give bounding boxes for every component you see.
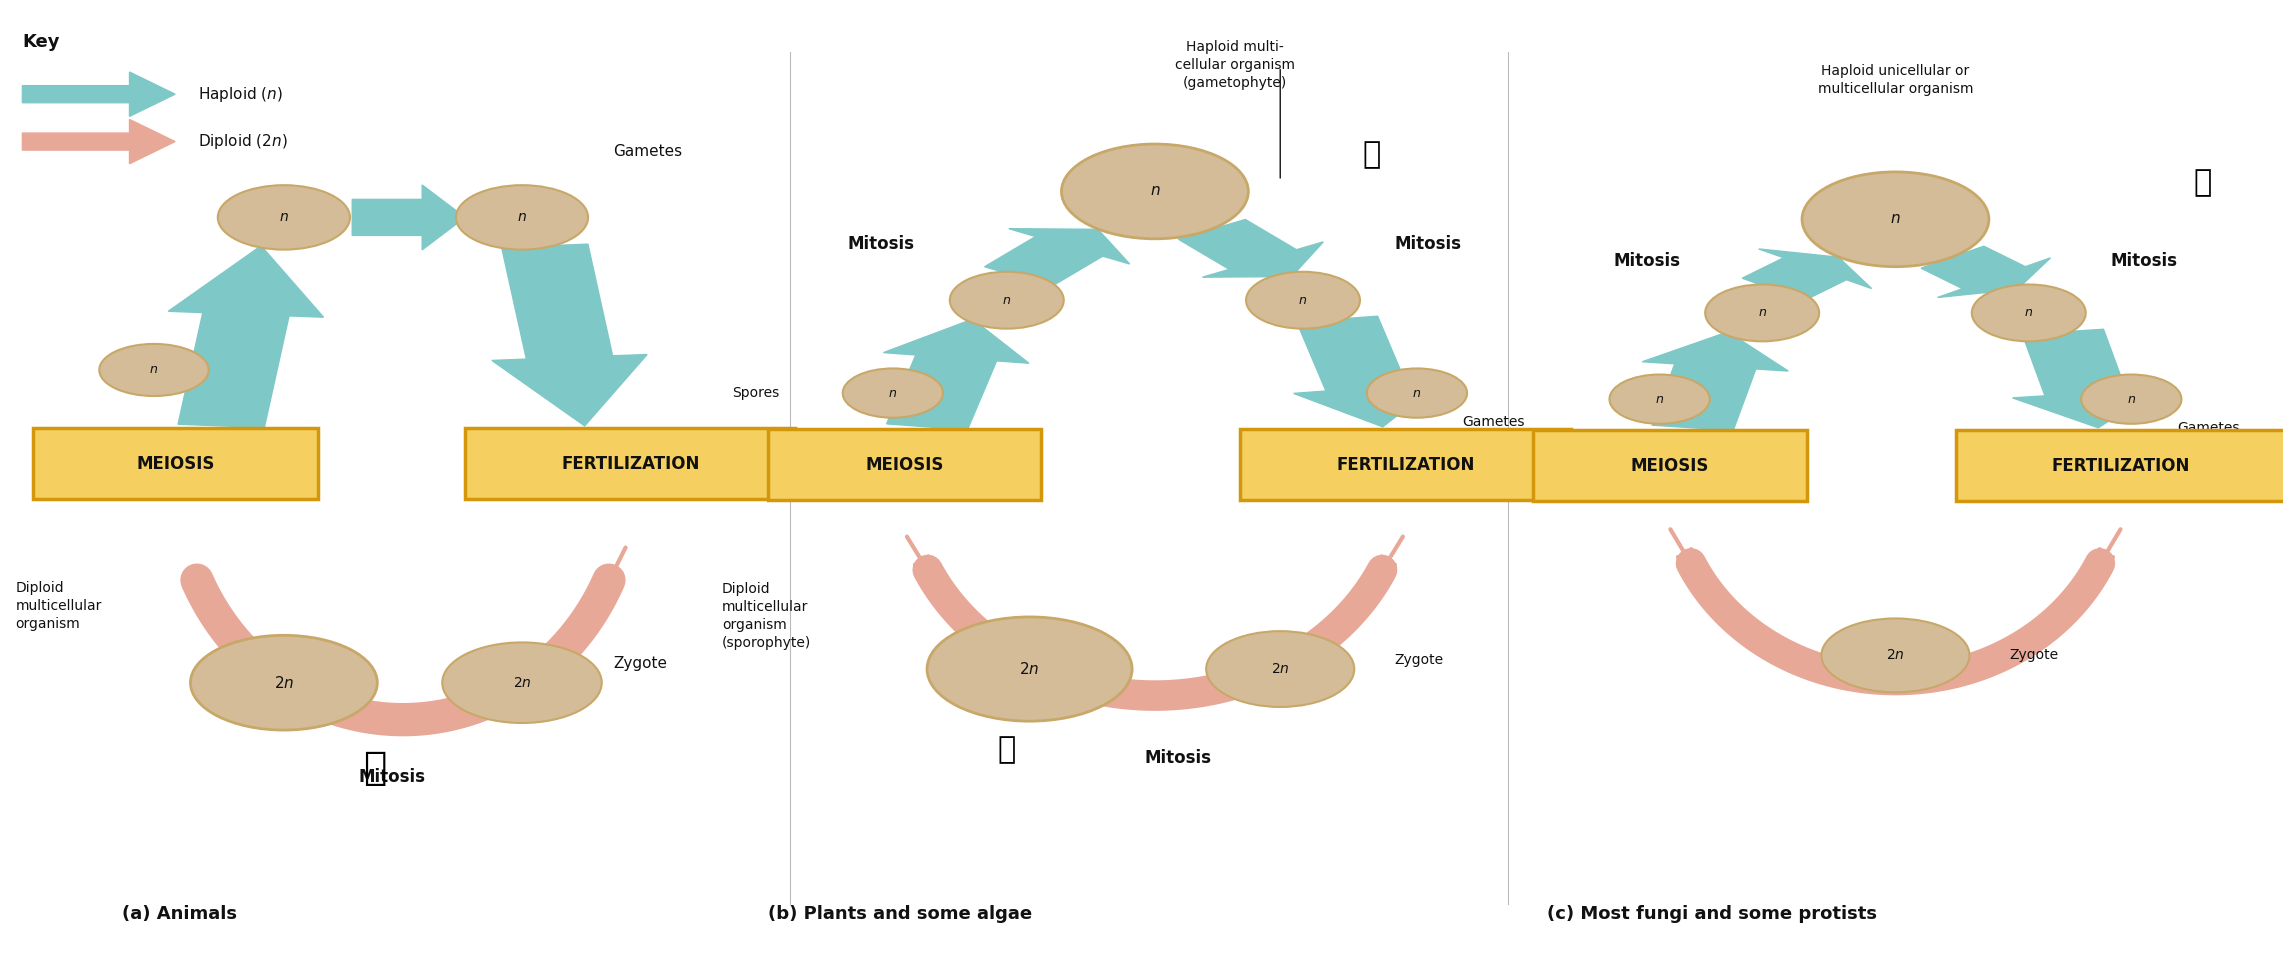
Text: $n$: $n$ — [1656, 393, 1665, 405]
Ellipse shape — [441, 642, 601, 723]
Polygon shape — [169, 246, 322, 427]
Text: FERTILIZATION: FERTILIZATION — [1336, 456, 1475, 474]
Text: $2n$: $2n$ — [512, 676, 531, 689]
Polygon shape — [492, 244, 647, 425]
Text: FERTILIZATION: FERTILIZATION — [560, 455, 700, 473]
Polygon shape — [1178, 220, 1324, 277]
Text: Key: Key — [23, 33, 59, 51]
Ellipse shape — [842, 368, 942, 418]
Text: 🦠: 🦠 — [2193, 168, 2212, 197]
Text: Zygote: Zygote — [1395, 653, 1443, 666]
Text: $n$: $n$ — [1002, 293, 1011, 307]
Text: $2n$: $2n$ — [1272, 663, 1290, 676]
Text: FERTILIZATION: FERTILIZATION — [2051, 457, 2191, 475]
Polygon shape — [1294, 316, 1439, 426]
Ellipse shape — [1061, 144, 1249, 239]
Polygon shape — [352, 185, 464, 250]
Text: $n$: $n$ — [1759, 307, 1766, 319]
Ellipse shape — [455, 185, 588, 250]
Ellipse shape — [1246, 272, 1361, 329]
Ellipse shape — [1205, 631, 1354, 706]
FancyBboxPatch shape — [464, 428, 796, 499]
Text: Diploid
multicellular
organism
(sporophyte): Diploid multicellular organism (sporophy… — [723, 582, 812, 650]
Text: Haploid ($n$): Haploid ($n$) — [199, 85, 284, 103]
Text: 🌿: 🌿 — [1363, 140, 1381, 169]
Text: $n$: $n$ — [2127, 393, 2136, 405]
Ellipse shape — [1706, 285, 1818, 341]
Ellipse shape — [2081, 375, 2182, 424]
Text: Zygote: Zygote — [613, 656, 668, 671]
Ellipse shape — [217, 185, 350, 250]
Text: Mitosis: Mitosis — [2111, 252, 2177, 271]
FancyBboxPatch shape — [768, 429, 1041, 500]
Text: Diploid (2$n$): Diploid (2$n$) — [199, 132, 288, 151]
Ellipse shape — [98, 344, 208, 396]
Text: Mitosis: Mitosis — [1144, 749, 1212, 767]
Text: 🌱: 🌱 — [997, 735, 1015, 765]
FancyBboxPatch shape — [34, 428, 318, 499]
Ellipse shape — [1802, 172, 1990, 267]
Text: Haploid unicellular or
multicellular organism: Haploid unicellular or multicellular org… — [1818, 64, 1974, 96]
Text: $n$: $n$ — [279, 210, 288, 225]
Ellipse shape — [926, 617, 1132, 721]
Polygon shape — [883, 319, 1029, 430]
Text: Gametes: Gametes — [2177, 421, 2239, 435]
Ellipse shape — [1368, 368, 1466, 418]
Text: Gametes: Gametes — [613, 143, 682, 159]
Polygon shape — [1921, 247, 2051, 297]
Text: Zygote: Zygote — [2010, 648, 2058, 663]
Text: $n$: $n$ — [1299, 293, 1308, 307]
Ellipse shape — [1971, 285, 2086, 341]
Text: $2n$: $2n$ — [1020, 661, 1041, 677]
Text: $n$: $n$ — [149, 363, 158, 377]
Text: 🐀: 🐀 — [364, 750, 387, 787]
Text: Spores: Spores — [732, 386, 780, 401]
Text: $n$: $n$ — [1150, 185, 1160, 199]
Text: MEIOSIS: MEIOSIS — [1631, 457, 1708, 475]
Text: Mitosis: Mitosis — [1615, 252, 1681, 271]
Ellipse shape — [1820, 619, 1969, 692]
FancyBboxPatch shape — [1955, 430, 2287, 501]
Text: $n$: $n$ — [517, 210, 526, 225]
Text: Gametes: Gametes — [1461, 415, 1525, 428]
Text: MEIOSIS: MEIOSIS — [137, 455, 215, 473]
Ellipse shape — [1610, 375, 1711, 424]
Text: $2n$: $2n$ — [274, 675, 295, 690]
Text: $n$: $n$ — [2024, 307, 2033, 319]
Text: Mitosis: Mitosis — [848, 235, 915, 253]
Text: $n$: $n$ — [1413, 386, 1423, 400]
Polygon shape — [1743, 249, 1871, 300]
Text: MEIOSIS: MEIOSIS — [864, 456, 945, 474]
Text: $n$: $n$ — [1889, 212, 1900, 227]
Polygon shape — [23, 120, 176, 163]
Text: Haploid multi-
cellular organism
(gametophyte): Haploid multi- cellular organism (gameto… — [1176, 40, 1294, 90]
Ellipse shape — [949, 272, 1063, 329]
Polygon shape — [1642, 332, 1788, 430]
FancyBboxPatch shape — [1240, 429, 1571, 500]
Text: $2n$: $2n$ — [1887, 648, 1905, 663]
FancyBboxPatch shape — [1532, 430, 1807, 501]
Text: $n$: $n$ — [887, 386, 897, 400]
Text: (c) Most fungi and some protists: (c) Most fungi and some protists — [1546, 905, 1878, 923]
Polygon shape — [986, 228, 1130, 287]
Text: Mitosis: Mitosis — [1395, 235, 1461, 253]
Text: Mitosis: Mitosis — [359, 768, 425, 786]
Text: Diploid
multicellular
organism: Diploid multicellular organism — [16, 580, 103, 631]
Text: (b) Plants and some algae: (b) Plants and some algae — [768, 905, 1031, 923]
Ellipse shape — [190, 636, 377, 730]
Text: (a) Animals: (a) Animals — [121, 905, 236, 923]
Polygon shape — [2013, 329, 2159, 427]
Polygon shape — [23, 72, 176, 117]
